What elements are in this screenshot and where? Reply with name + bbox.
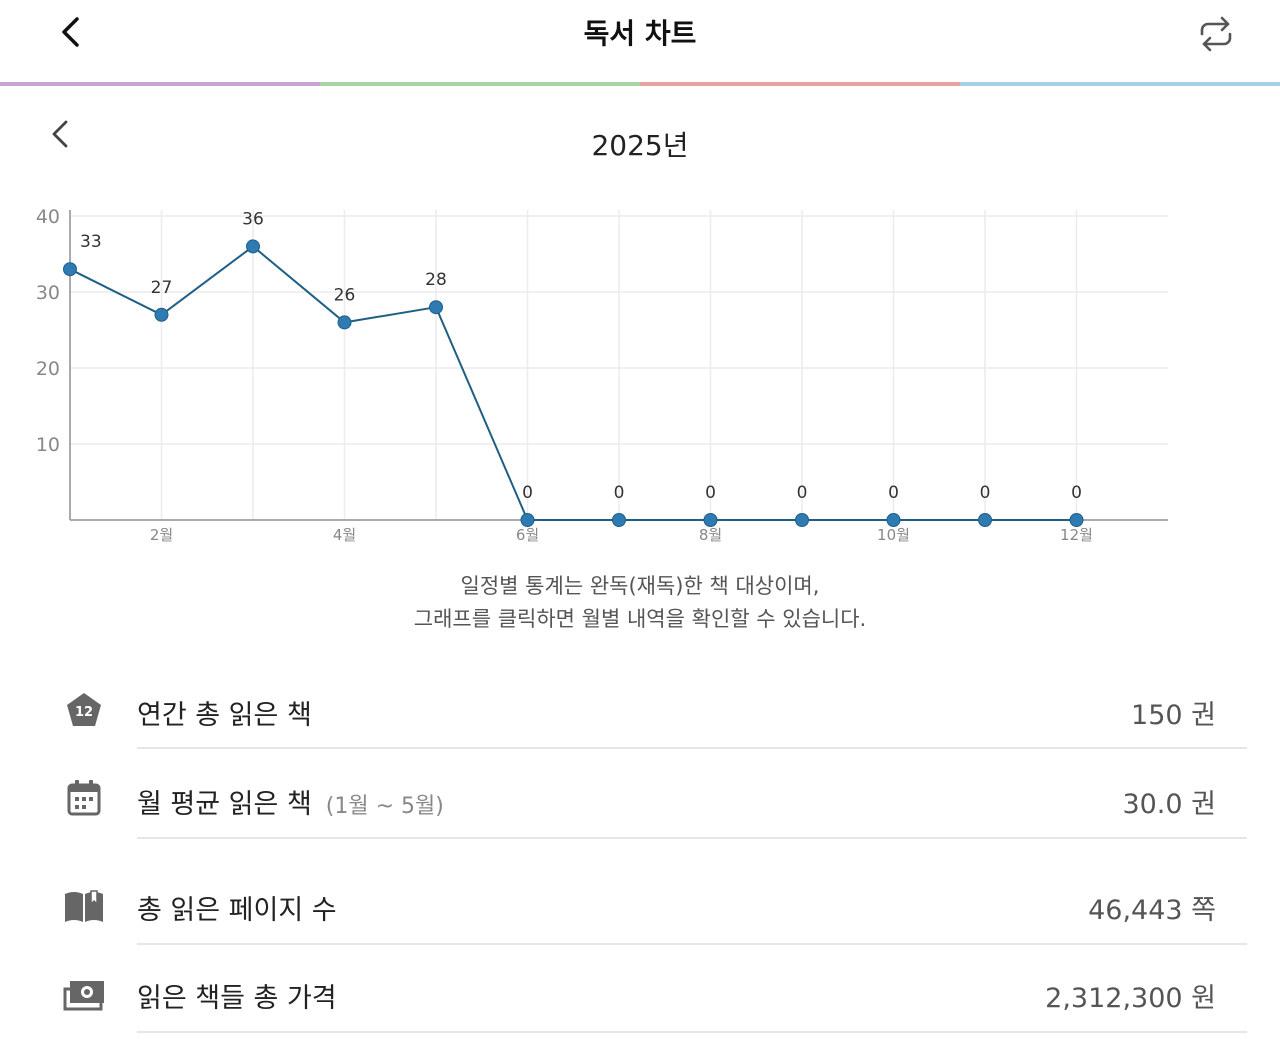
data-label: 0	[888, 483, 899, 503]
data-point	[886, 513, 901, 527]
data-point	[63, 262, 77, 277]
data-label: 0	[522, 483, 533, 503]
x-tick-label: 10월	[877, 526, 910, 544]
stat-row-monthly-average: 월 평균 읽은 책 (1월 ~ 5월) 30.0 권	[0, 756, 1280, 844]
data-point	[337, 315, 352, 330]
data-point	[154, 307, 169, 322]
x-tick-label: 6월	[516, 526, 539, 544]
data-label: 33	[80, 232, 102, 252]
stat-value: 150 권	[1131, 700, 1216, 731]
stat-value: 30.0 권	[1122, 789, 1216, 820]
series-line	[69, 245, 1077, 521]
y-tick-label: 30	[36, 282, 60, 304]
divider	[137, 747, 1247, 749]
app-bar: 독서 차트	[0, 0, 1280, 82]
data-label: 26	[334, 285, 356, 305]
stat-row-annual-total: 12 연간 총 읽은 책 150 권	[0, 666, 1280, 754]
money-icon	[62, 972, 106, 1016]
open-book-icon	[62, 884, 106, 928]
year-navigation: 2025년	[0, 112, 1280, 172]
data-point	[612, 513, 626, 527]
y-tick-label: 40	[36, 206, 60, 228]
x-tick-label: 8월	[699, 526, 722, 544]
data-point	[520, 513, 535, 527]
back-button[interactable]	[52, 14, 88, 50]
stat-label: 연간 총 읽은 책	[137, 700, 312, 731]
x-tick-label: 12월	[1060, 526, 1093, 544]
chart-note: 일정별 통계는 완독(재독)한 책 대상이며, 그래프를 클릭하면 월별 내역을…	[0, 570, 1280, 636]
data-point	[1069, 513, 1084, 527]
data-point	[429, 300, 443, 315]
pentagon-badge-icon: 12	[62, 688, 106, 732]
swap-button[interactable]	[1196, 14, 1236, 54]
data-label: 0	[980, 483, 991, 503]
data-label: 0	[614, 483, 625, 503]
data-point	[795, 513, 809, 527]
year-label: 2025년	[591, 129, 689, 162]
badge-text: 12	[75, 705, 93, 720]
stat-row-total-price: 읽은 책들 총 가격 2,312,300 원	[0, 950, 1280, 1038]
previous-year-button[interactable]	[48, 118, 80, 154]
chart-note-line-1: 일정별 통계는 완독(재독)한 책 대상이며,	[460, 574, 820, 598]
data-label: 28	[425, 270, 447, 290]
y-tick-label: 20	[36, 358, 60, 380]
color-stripe-2	[320, 82, 640, 86]
calendar-icon	[62, 776, 106, 820]
color-stripe-4	[960, 82, 1280, 86]
data-label: 0	[705, 483, 716, 503]
stat-label: 총 읽은 페이지 수	[137, 895, 337, 926]
data-label: 27	[151, 278, 173, 298]
stat-label: 월 평균 읽은 책	[137, 789, 312, 820]
chart-note-line-2: 그래프를 클릭하면 월별 내역을 확인할 수 있습니다.	[413, 607, 867, 631]
chevron-left-icon	[52, 120, 68, 148]
stat-value: 46,443 쪽	[1088, 895, 1216, 926]
data-label: 0	[797, 483, 808, 503]
page-title: 독서 차트	[583, 17, 697, 50]
divider	[137, 943, 1247, 945]
chevron-left-icon	[62, 17, 79, 47]
repeat-icon	[1200, 16, 1232, 52]
y-tick-label: 10	[36, 434, 60, 456]
color-stripe-1	[0, 82, 320, 86]
stat-label: 읽은 책들 총 가격	[137, 983, 337, 1014]
data-label: 0	[1071, 483, 1082, 503]
data-point	[703, 513, 718, 527]
x-tick-label: 4월	[333, 526, 356, 544]
data-label: 36	[242, 209, 264, 229]
data-point	[978, 513, 992, 527]
stat-value: 2,312,300 원	[1045, 983, 1216, 1014]
color-stripe-3	[640, 82, 960, 86]
stat-row-total-pages: 총 읽은 페이지 수 46,443 쪽	[0, 862, 1280, 950]
monthly-reading-chart[interactable]: 40 30 20 10 2월 4월 6월 8월 10월 12월 33 27 36 26 28 0 0 0 0 0 0 0	[30, 200, 1180, 550]
stat-sub-label: (1월 ~ 5월)	[325, 794, 444, 819]
data-point	[246, 239, 260, 254]
x-tick-label: 2월	[150, 526, 173, 544]
divider	[137, 1031, 1247, 1033]
divider	[137, 837, 1247, 839]
